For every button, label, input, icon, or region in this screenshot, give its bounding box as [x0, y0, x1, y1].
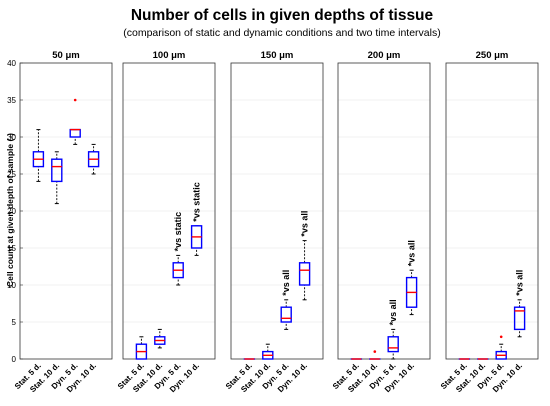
- y-tick-label: 30: [7, 133, 16, 142]
- box-4: [87, 143, 100, 175]
- y-tick-label: 25: [7, 170, 16, 179]
- box-4: *vs all: [513, 270, 526, 338]
- box-3: [495, 335, 507, 360]
- box-2: [51, 151, 63, 205]
- y-tick-label: 10: [7, 281, 16, 290]
- box-iqr: [513, 306, 526, 331]
- panel-frame: [445, 62, 539, 360]
- outlier-point: [499, 335, 503, 339]
- y-tick-label: 40: [7, 59, 16, 68]
- box-4: *vs all: [298, 211, 311, 301]
- panel-frame: [230, 62, 324, 360]
- box-3: [69, 98, 81, 145]
- box-iqr: [51, 158, 63, 183]
- significance-annotation: *vs all: [388, 299, 398, 325]
- box-1: [32, 129, 45, 182]
- significance-annotation: *vs static: [192, 182, 202, 222]
- significance-annotation: *vs all: [407, 240, 417, 266]
- chart-subtitle: (comparison of static and dynamic condit…: [123, 27, 440, 39]
- panel-frame: [122, 62, 216, 360]
- box-2: [369, 350, 381, 360]
- y-tick-label: 0: [12, 355, 17, 364]
- significance-annotation: *vs all: [300, 211, 310, 237]
- box-iqr: [280, 306, 292, 323]
- y-tick-label: 35: [7, 96, 16, 105]
- box-3: *vs all: [387, 299, 399, 360]
- panel-title: 200 μm: [368, 50, 401, 61]
- box-2: [154, 328, 166, 349]
- y-axis-label: Cell count at given depth of sample (-): [5, 133, 15, 287]
- box-4: *vs all: [405, 240, 418, 316]
- panel-title: 50 μm: [52, 50, 79, 61]
- significance-annotation: *vs static: [173, 212, 183, 252]
- outlier-point: [73, 98, 77, 102]
- significance-annotation: *vs all: [281, 270, 291, 296]
- panel-title: 250 μm: [476, 50, 509, 61]
- y-tick-label: 5: [12, 318, 17, 327]
- box-1: [135, 336, 148, 360]
- significance-annotation: *vs all: [515, 270, 525, 296]
- panel-title: 150 μm: [261, 50, 294, 61]
- box-2: [262, 343, 274, 360]
- y-tick-label: 20: [7, 207, 16, 216]
- chart-title: Number of cells in given depths of tissu…: [131, 7, 434, 24]
- panel-title: 100 μm: [153, 50, 186, 61]
- box-4: *vs static: [190, 182, 203, 256]
- panel-frame: [337, 62, 431, 360]
- y-tick-label: 15: [7, 244, 16, 253]
- box-iqr: [298, 262, 311, 286]
- box-iqr: [69, 128, 81, 138]
- box-3: *vs all: [280, 270, 292, 330]
- box-iqr: [387, 336, 399, 353]
- box-3: *vs static: [172, 212, 184, 286]
- outlier-point: [373, 350, 377, 353]
